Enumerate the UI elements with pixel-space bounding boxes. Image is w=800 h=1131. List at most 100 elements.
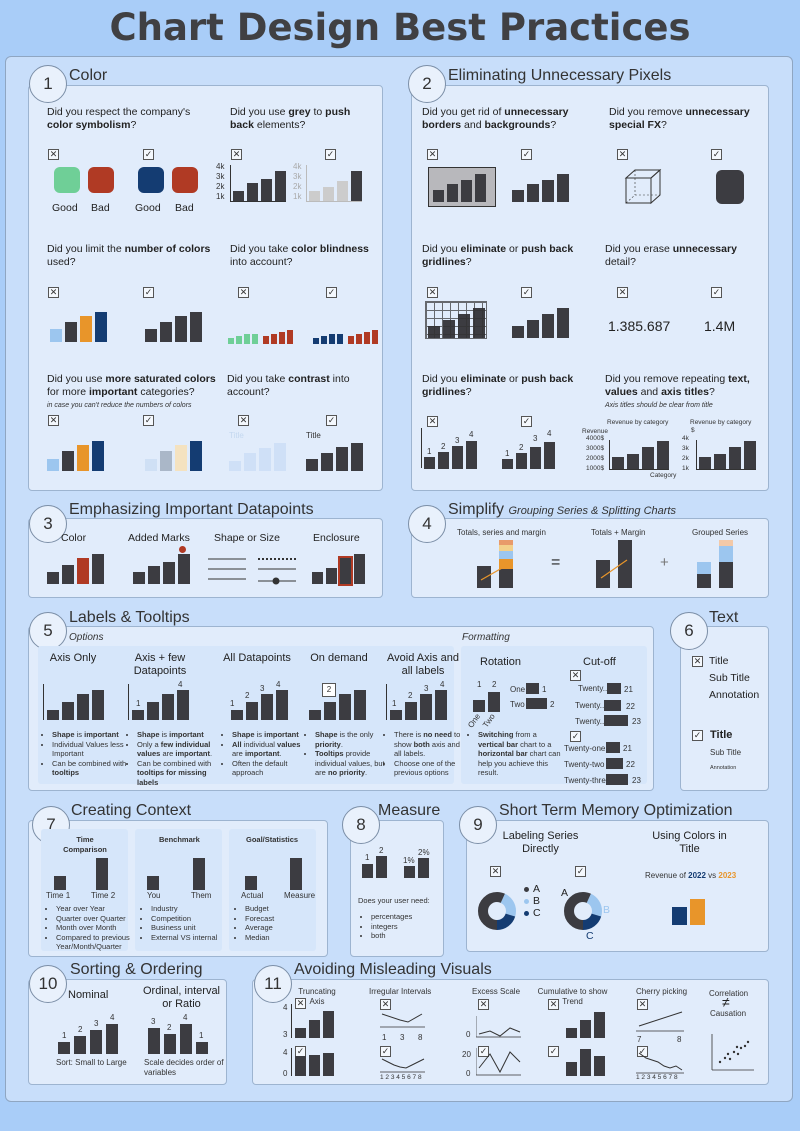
repeated-titles-bars xyxy=(609,440,669,470)
data-label: 3 xyxy=(455,436,460,445)
bullet-list: BudgetForecastAverageMedian xyxy=(235,904,325,942)
bullet-list: IndustryCompetitionBusiness unitExternal… xyxy=(141,904,231,942)
cross-icon: ✕ xyxy=(380,999,391,1010)
context-card xyxy=(41,829,128,951)
axis-title: Category xyxy=(650,472,677,479)
section-title: Labels & Tooltips xyxy=(69,609,190,626)
tick-row: 1 2 3 4 5 6 7 8 xyxy=(636,1074,678,1081)
column-header: Nominal xyxy=(68,989,109,1001)
data-label: 4 xyxy=(547,429,552,438)
bar-label: You xyxy=(147,891,161,900)
page-title: Chart Design Best Practices xyxy=(109,6,691,49)
margin-line xyxy=(600,559,628,579)
check-icon: ✓ xyxy=(575,866,586,877)
y-axis xyxy=(128,684,129,720)
section-number: 1 xyxy=(29,65,67,103)
title-text: Title xyxy=(709,655,729,667)
tick: 8 xyxy=(677,1035,682,1044)
bad-swatch xyxy=(172,167,198,193)
data-label: 3 xyxy=(533,434,538,443)
tick: 7 xyxy=(637,1035,642,1044)
annotation-text-small: Annotation xyxy=(710,765,737,771)
long-number: 1.385.687 xyxy=(608,318,671,334)
axis-ticks: 4k 3k 2k 1k xyxy=(216,162,225,201)
data-label: 22 xyxy=(626,760,635,769)
data-label: 3 xyxy=(260,684,265,693)
section-title: Avoiding Misleading Visuals xyxy=(294,961,492,978)
bullet-list: Shape is importantIndividual Values less… xyxy=(42,730,127,778)
question: Did you remove repeating text, values an… xyxy=(605,373,750,398)
subtitle-text-small: Sub Title xyxy=(710,748,742,757)
column-header: Correlation xyxy=(709,989,749,998)
legend-label: B xyxy=(533,895,541,907)
zoomed-line xyxy=(476,1048,521,1076)
legend-dot xyxy=(524,899,529,904)
saturated-bars xyxy=(47,440,104,471)
total-bar xyxy=(596,560,610,588)
full-label: Twenty-one xyxy=(564,744,606,753)
check-icon: ✓ xyxy=(711,287,722,298)
question: Did you eliminate or push back gridlines… xyxy=(422,373,574,398)
section-number: 11 xyxy=(254,965,292,1003)
chart-title-faded: Title xyxy=(229,431,244,440)
data-label: 1 xyxy=(230,699,235,708)
low-contrast-bars xyxy=(229,442,286,471)
column-header: Labeling Series Directly xyxy=(502,830,579,855)
section-number: 3 xyxy=(29,505,67,543)
check-icon: ✓ xyxy=(570,731,581,742)
data-label: 1 xyxy=(505,449,510,458)
bad-swatch xyxy=(88,167,114,193)
full-range-line xyxy=(636,1052,684,1074)
section-title: Simplify Grouping Series & Splitting Cha… xyxy=(448,501,676,518)
data-label: 2% xyxy=(418,848,430,857)
on-demand-bars xyxy=(309,690,366,720)
data-label: 21 xyxy=(624,685,633,694)
bullet-list: Shape is importantOnly a few individual … xyxy=(127,730,222,787)
sorted-bars xyxy=(58,1022,118,1054)
section-memory xyxy=(466,820,769,952)
total-bar xyxy=(618,540,632,588)
legend-label: C xyxy=(533,907,541,919)
column-header: Axis Only xyxy=(49,652,97,664)
question: Does your user need: xyxy=(358,896,430,905)
section-color xyxy=(28,85,383,491)
tick: 4 xyxy=(283,1048,288,1057)
data-label: 3 xyxy=(424,684,429,693)
data-label: 2 xyxy=(492,680,497,689)
bar xyxy=(404,866,415,878)
data-label: 1 xyxy=(136,699,141,708)
cross-icon: ✕ xyxy=(48,415,59,426)
flat-square xyxy=(716,170,744,204)
cross-icon: ✕ xyxy=(427,416,438,427)
hbar xyxy=(606,742,620,753)
shapes-icon xyxy=(258,558,296,585)
bar-2022 xyxy=(672,907,687,925)
caption: Sort: Small to Large xyxy=(56,1058,127,1067)
few-labels-bars xyxy=(132,690,189,720)
bar xyxy=(376,856,387,878)
margin-line xyxy=(480,563,510,581)
full-label: Twenty-two xyxy=(564,760,605,769)
marks-emphasis-bars xyxy=(133,553,190,584)
y-axis xyxy=(291,1048,292,1076)
bar xyxy=(290,858,302,890)
scatter-plot xyxy=(711,1034,754,1071)
bad-label: Bad xyxy=(91,202,110,214)
context-card xyxy=(229,829,316,951)
data-label: 1 xyxy=(62,1031,67,1040)
clean-bars xyxy=(512,172,569,202)
column-header: Cumulative to show Trend xyxy=(537,987,608,1006)
good-swatch xyxy=(54,167,80,193)
check-icon: ✓ xyxy=(143,287,154,298)
bar xyxy=(147,876,159,890)
card-header: Goal/Statistics xyxy=(246,835,299,844)
bar-2023 xyxy=(690,899,705,925)
stacked-bar xyxy=(477,566,491,588)
check-icon: ✓ xyxy=(521,287,532,298)
question: Did you use more saturated colors for mo… xyxy=(47,373,216,398)
column-header: Excess Scale xyxy=(472,987,521,996)
good-label: Good xyxy=(52,202,78,214)
section-title: Eliminating Unnecessary Pixels xyxy=(448,67,672,84)
lines-icon xyxy=(208,558,246,580)
labeled-bars xyxy=(502,440,555,469)
